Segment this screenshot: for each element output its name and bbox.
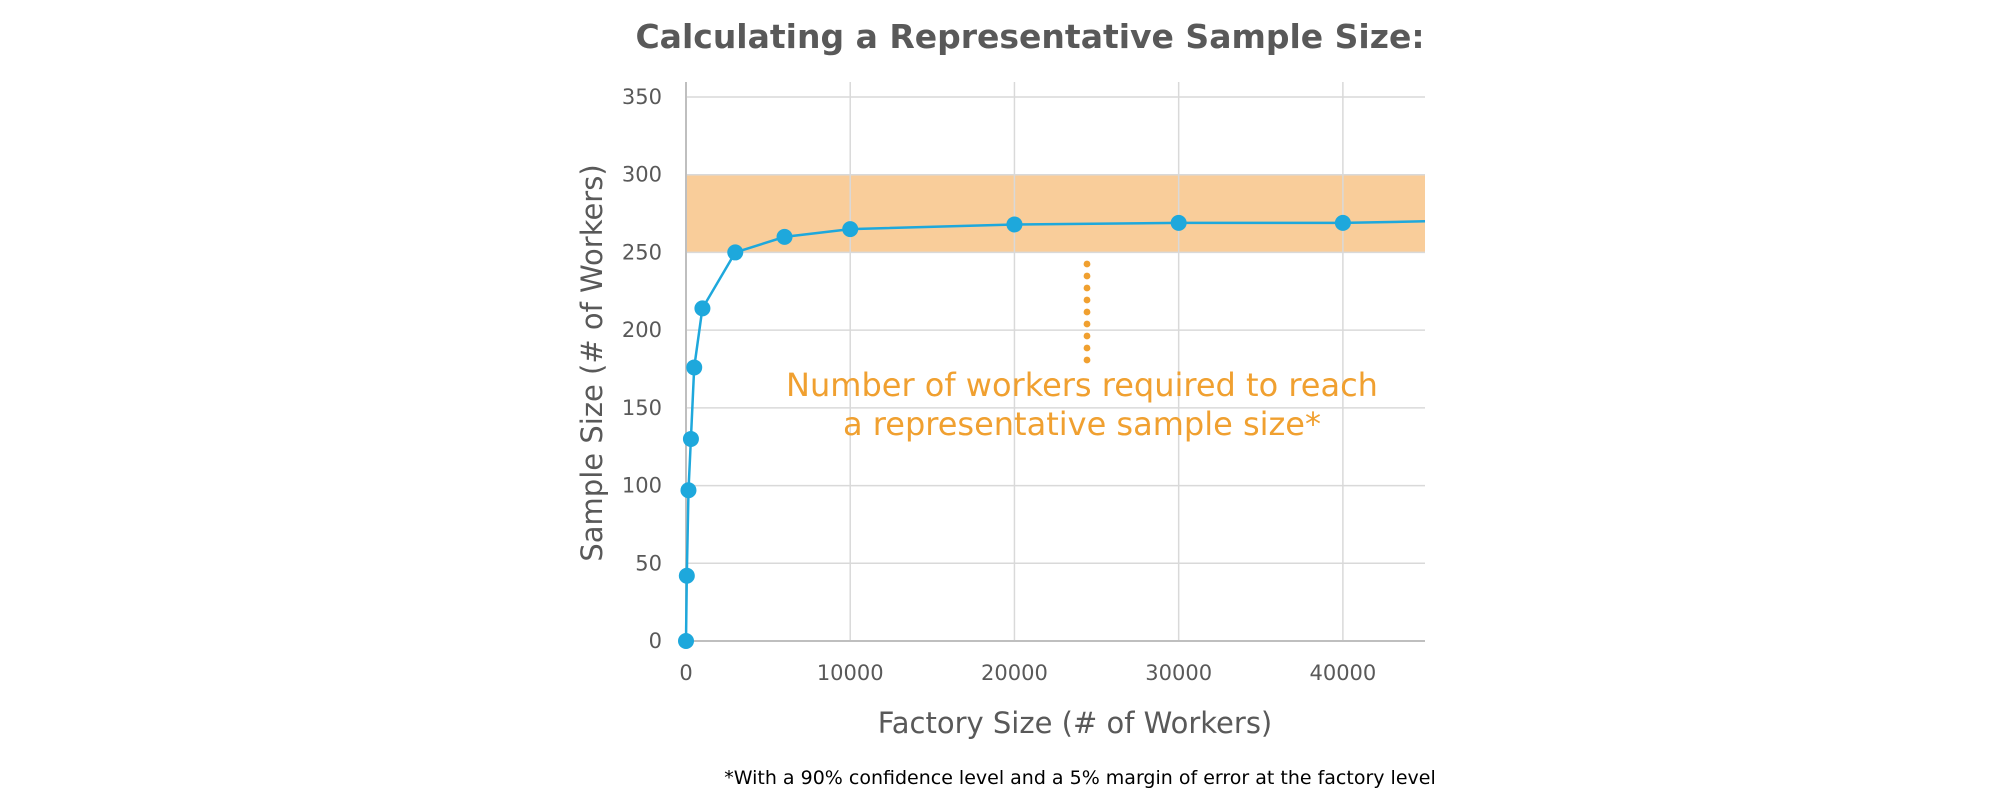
grid-lines xyxy=(686,82,1425,642)
annotation-dot xyxy=(1083,308,1091,316)
chart-title: Calculating a Representative Sample Size… xyxy=(635,17,1424,56)
annotation-dot xyxy=(1083,272,1091,280)
y-tick-label: 50 xyxy=(635,551,662,575)
data-point xyxy=(680,482,697,499)
data-points xyxy=(678,214,1351,649)
data-point xyxy=(776,228,793,245)
y-tick-label: 0 xyxy=(649,629,662,653)
data-point xyxy=(1170,214,1187,231)
x-axis-title: Factory Size (# of Workers) xyxy=(878,706,1273,740)
data-point xyxy=(842,221,859,238)
annotation-dot xyxy=(1083,320,1091,328)
data-point xyxy=(678,633,694,649)
data-point xyxy=(686,359,703,376)
annotation-line-2: a representative sample size* xyxy=(843,405,1321,443)
axes xyxy=(685,82,1425,642)
annotation-dot xyxy=(1083,284,1091,292)
tick-labels: 0 50 100 150 200 250 300 350 0 10000 20000 30000 400… xyxy=(622,85,1376,685)
y-tick-label: 250 xyxy=(622,240,662,264)
x-tick-label: 30000 xyxy=(1145,661,1212,685)
data-point xyxy=(727,244,744,261)
data-point xyxy=(694,300,711,317)
annotation-dot xyxy=(1083,356,1091,364)
y-tick-label: 350 xyxy=(622,85,662,109)
annotation-line-1: Number of workers required to reach xyxy=(786,366,1378,404)
annotation-dot xyxy=(1083,344,1091,352)
x-tick-label: 40000 xyxy=(1309,661,1376,685)
data-point xyxy=(1006,216,1023,233)
annotation-dotted-line xyxy=(1083,260,1091,364)
annotation-dot xyxy=(1083,332,1091,340)
annotation-dot xyxy=(1083,296,1091,304)
y-axis-title: Sample Size (# of Workers) xyxy=(575,164,609,561)
y-tick-label: 100 xyxy=(622,474,662,498)
data-point xyxy=(1334,214,1351,231)
data-point xyxy=(678,567,695,584)
annotation-dot xyxy=(1083,260,1091,268)
representative-band xyxy=(686,174,1425,253)
y-tick-label: 300 xyxy=(622,163,662,187)
y-tick-label: 200 xyxy=(622,318,662,342)
x-tick-label: 20000 xyxy=(981,661,1048,685)
data-point xyxy=(682,430,699,447)
x-tick-label: 0 xyxy=(679,661,692,685)
footnote: *With a 90% confidence level and a 5% ma… xyxy=(724,767,1435,789)
y-tick-label: 150 xyxy=(622,396,662,420)
x-tick-label: 10000 xyxy=(817,661,884,685)
